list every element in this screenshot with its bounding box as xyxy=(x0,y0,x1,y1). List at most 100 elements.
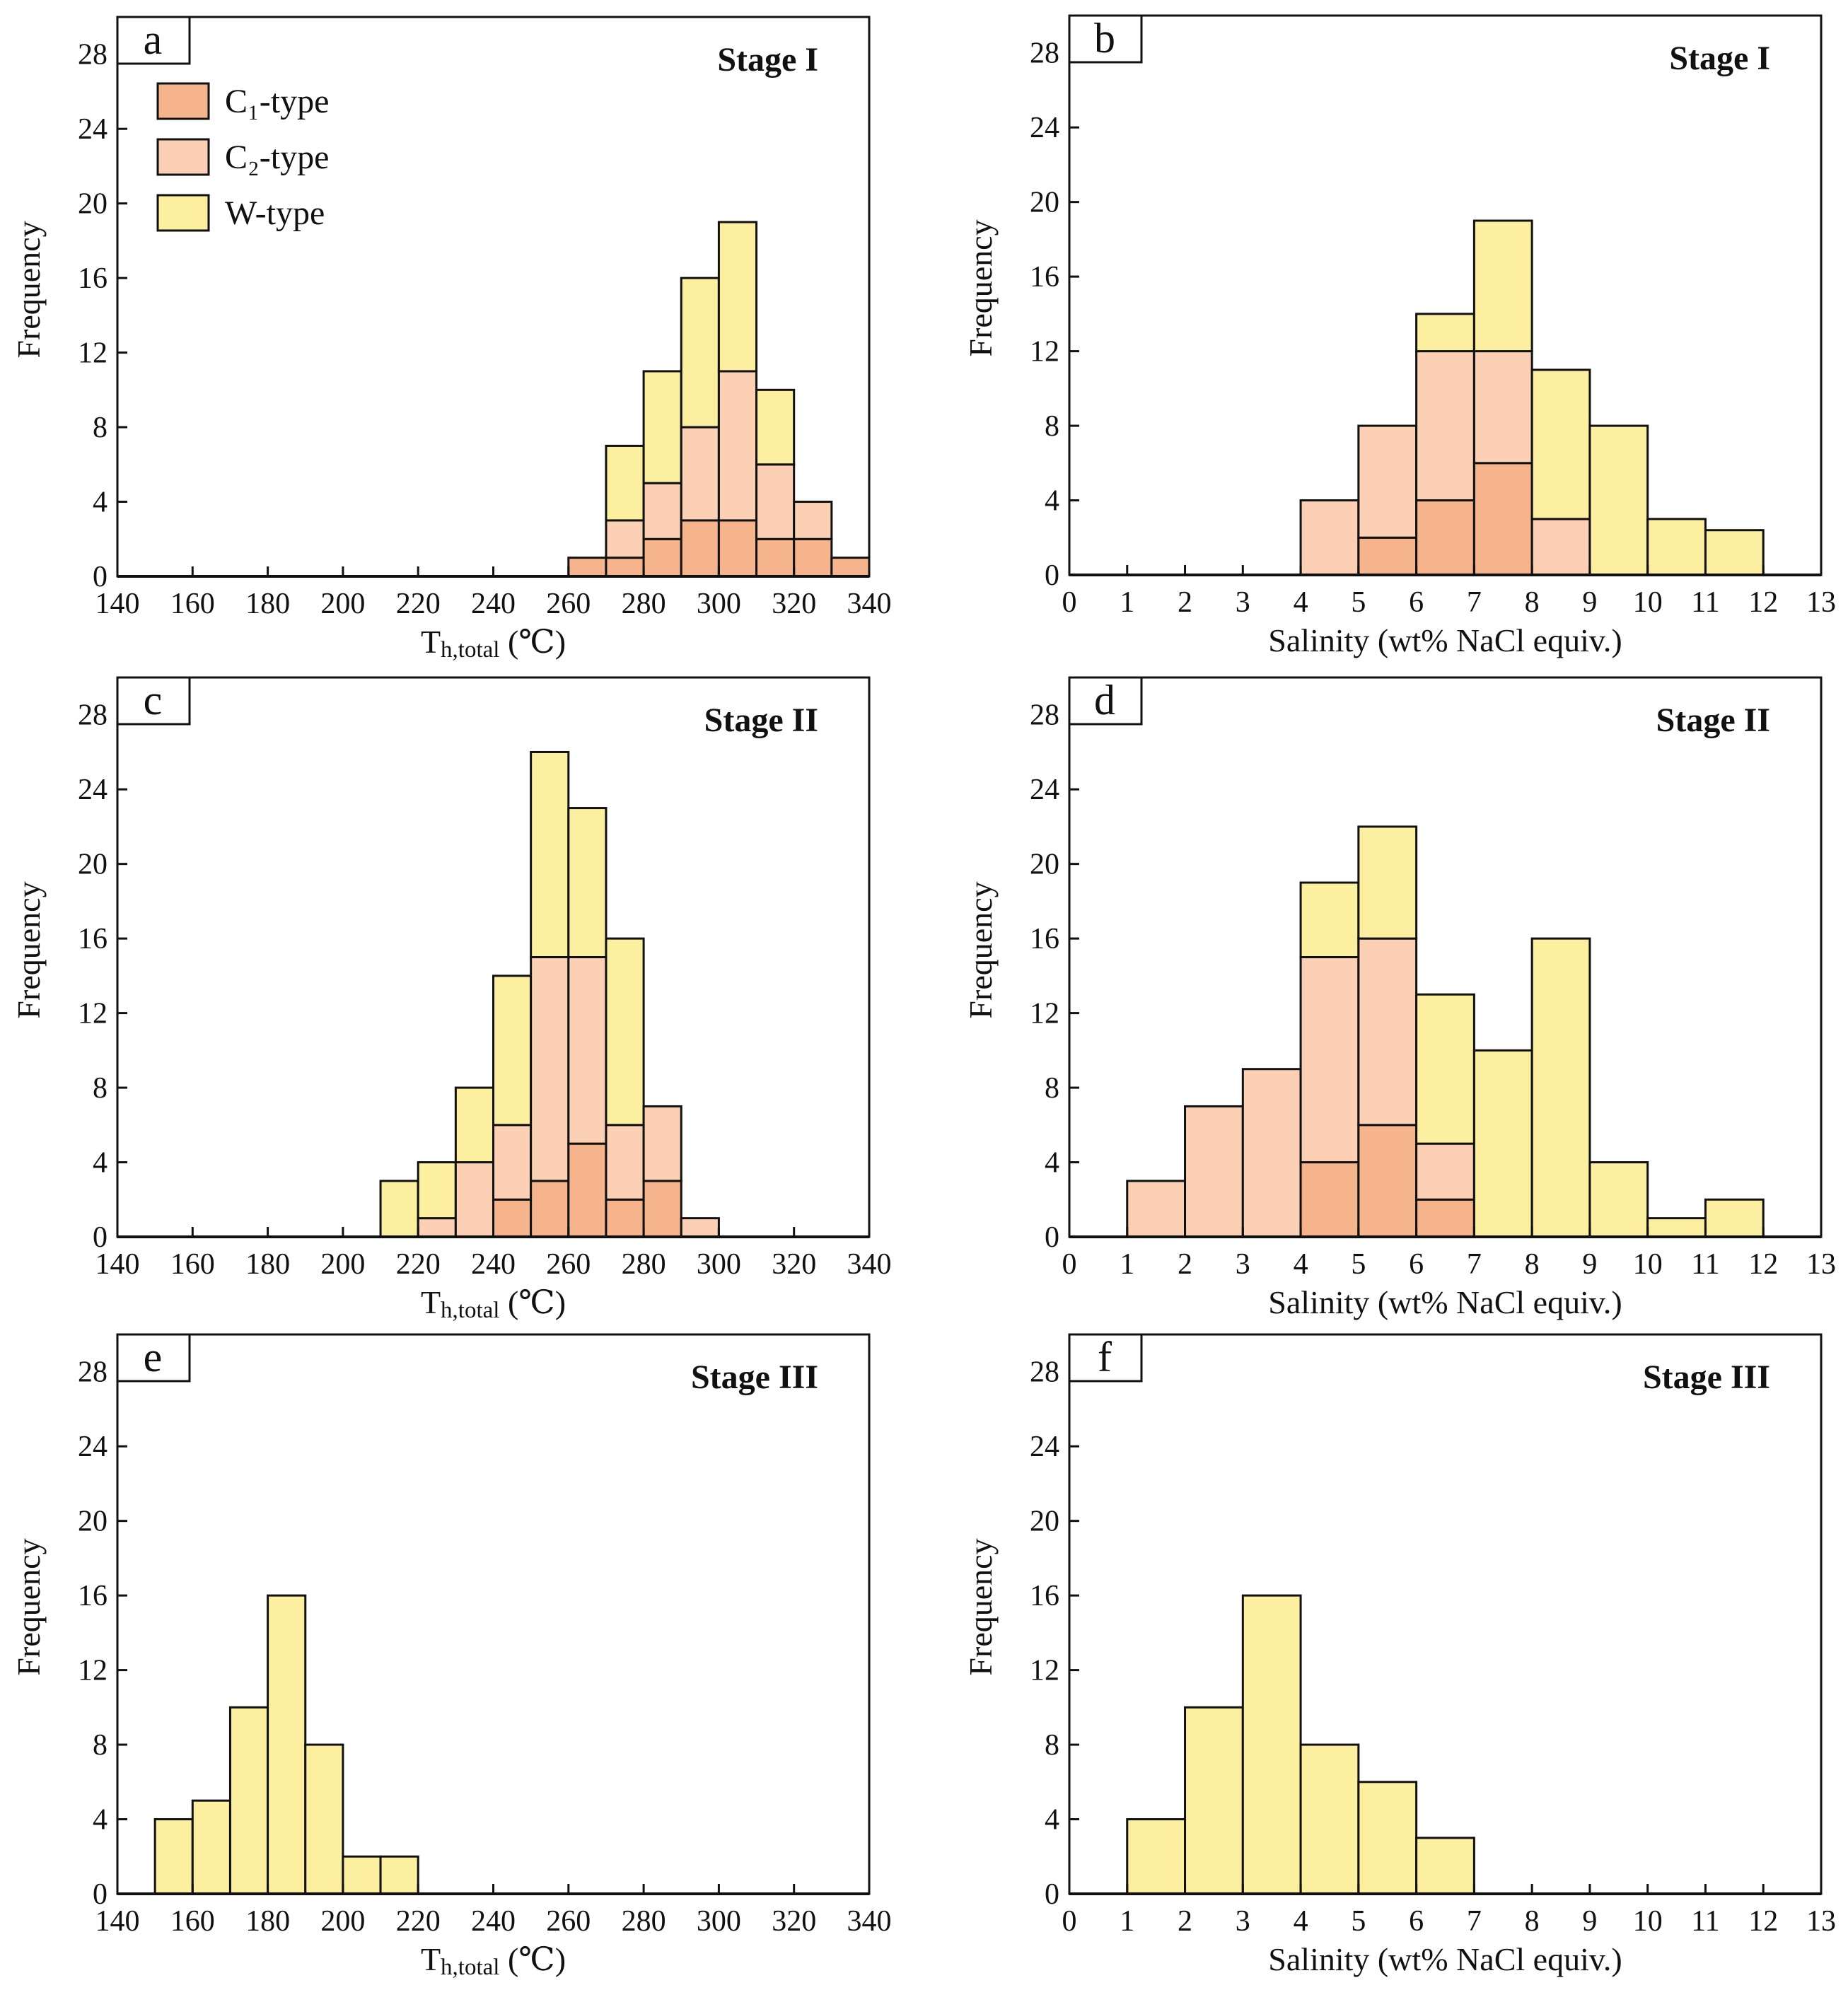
x-tick-label-d: 1 xyxy=(1120,1248,1134,1281)
bar-c-c2-220 xyxy=(417,1217,457,1238)
x-tick-label-f: 0 xyxy=(1062,1905,1077,1938)
y-tick-label-c: 4 xyxy=(93,1147,107,1180)
bar-e-w-150 xyxy=(153,1818,194,1895)
x-tick-label-d: 5 xyxy=(1351,1248,1366,1281)
x-tick-label-c: 160 xyxy=(170,1248,215,1281)
x-tick-label-f: 11 xyxy=(1691,1905,1719,1938)
y-axis-label-c: Frequency xyxy=(11,881,47,1018)
x-tick-label-a: 280 xyxy=(622,588,666,620)
bar-a-w-280 xyxy=(642,370,682,484)
y-tick-label-d: 20 xyxy=(1030,849,1059,881)
stage-title-f: Stage III xyxy=(1643,1358,1770,1396)
y-tick-label-a: 28 xyxy=(78,39,107,71)
legend-label-w: W-type xyxy=(225,194,325,232)
bar-b-w-11 xyxy=(1704,529,1765,576)
y-axis-label-d: Frequency xyxy=(963,881,999,1018)
x-tick-label-a: 300 xyxy=(697,588,741,620)
panel-a: 0 4 8 12 16 20 24 28 140 160 180 200 220 240 260 280 300… xyxy=(11,16,892,663)
x-tick-label-b: 12 xyxy=(1748,586,1778,619)
x-tick-label-a: 160 xyxy=(170,588,215,620)
x-tick-label-e: 200 xyxy=(320,1905,365,1938)
bar-c-w-210 xyxy=(379,1180,419,1238)
bar-c-w-260 xyxy=(567,807,608,958)
y-tick-label-c: 28 xyxy=(78,699,107,732)
y-axis-label-b: Frequency xyxy=(963,219,999,356)
x-tick-label-e: 220 xyxy=(396,1905,441,1938)
bar-d-c2-6 xyxy=(1415,1142,1475,1201)
bar-a-c2-290 xyxy=(680,426,720,522)
y-tick-label-d: 16 xyxy=(1030,923,1059,955)
panel-c: 0 4 8 12 16 20 24 28 140 160 180 200 220 240 260 280 300… xyxy=(11,676,892,1323)
legend-swatch-c2 xyxy=(156,138,210,176)
bar-b-w-9 xyxy=(1588,424,1649,576)
y-tick-label-a: 16 xyxy=(78,262,107,295)
x-tick-label-f: 6 xyxy=(1409,1905,1424,1938)
x-tick-label-f: 7 xyxy=(1467,1905,1482,1938)
bar-a-c1-300 xyxy=(717,519,758,578)
y-tick-label-a: 20 xyxy=(78,188,107,221)
bar-b-c2-5 xyxy=(1357,424,1418,539)
bar-d-c1-5 xyxy=(1357,1124,1418,1238)
x-tick-label-c: 260 xyxy=(546,1248,591,1281)
y-tick-label-f: 24 xyxy=(1030,1431,1059,1463)
x-tick-label-b: 11 xyxy=(1691,586,1719,619)
x-tick-label-c: 220 xyxy=(396,1248,441,1281)
y-tick-label-b: 20 xyxy=(1030,187,1059,219)
y-tick-label-f: 28 xyxy=(1030,1356,1059,1389)
bar-c-w-250 xyxy=(530,750,570,958)
bar-f-w-1 xyxy=(1126,1818,1187,1895)
bar-a-w-270 xyxy=(605,444,645,522)
plot-frame-d xyxy=(1068,676,1823,1238)
x-tick-label-f: 12 xyxy=(1748,1905,1778,1938)
bar-a-c1-260 xyxy=(567,557,608,578)
x-tick-label-a: 220 xyxy=(396,588,441,620)
bar-e-w-190 xyxy=(304,1743,344,1895)
x-tick-label-c: 300 xyxy=(697,1248,741,1281)
y-tick-label-e: 0 xyxy=(93,1878,107,1911)
bar-c-c2-260 xyxy=(567,956,608,1145)
y-tick-label-a: 24 xyxy=(78,113,107,146)
x-tick-label-b: 13 xyxy=(1806,586,1836,619)
y-tick-label-d: 8 xyxy=(1045,1072,1059,1105)
x-tick-label-a: 200 xyxy=(320,588,365,620)
bar-c-c2-240 xyxy=(492,1124,533,1201)
y-tick-label-f: 4 xyxy=(1045,1804,1059,1837)
x-tick-label-b: 7 xyxy=(1467,586,1482,619)
x-tick-label-e: 320 xyxy=(772,1905,816,1938)
panel-letter-b: b xyxy=(1094,15,1115,62)
x-axis-label-f: Salinity (wt% NaCl equiv.) xyxy=(1268,1941,1622,1977)
x-axis-label-c: Th,total (℃) xyxy=(421,1284,566,1323)
y-tick-label-d: 12 xyxy=(1030,998,1059,1030)
panel-letter-box-c xyxy=(116,676,191,726)
y-tick-label-e: 4 xyxy=(93,1804,107,1837)
y-tick-label-b: 4 xyxy=(1045,485,1059,518)
bar-c-w-270 xyxy=(605,937,645,1127)
x-tick-label-f: 10 xyxy=(1633,1905,1663,1938)
y-tick-label-f: 20 xyxy=(1030,1506,1059,1538)
x-tick-label-b: 6 xyxy=(1409,586,1424,619)
plot-frame-b xyxy=(1068,14,1823,576)
x-tick-label-f: 9 xyxy=(1582,1905,1597,1938)
bar-a-c1-310 xyxy=(755,537,796,578)
y-tick-label-d: 28 xyxy=(1030,699,1059,732)
x-axis-label-a: Th,total (℃) xyxy=(421,624,566,663)
y-tick-label-c: 0 xyxy=(93,1221,107,1254)
y-tick-label-c: 8 xyxy=(93,1072,107,1105)
bar-d-w-6 xyxy=(1415,993,1475,1145)
x-tick-label-b: 4 xyxy=(1294,586,1308,619)
bar-c-c1-240 xyxy=(492,1198,533,1238)
y-tick-label-b: 16 xyxy=(1030,261,1059,293)
x-tick-label-b: 10 xyxy=(1633,586,1663,619)
y-tick-label-f: 12 xyxy=(1030,1655,1059,1687)
x-tick-label-a: 180 xyxy=(245,588,290,620)
bar-c-w-240 xyxy=(492,974,533,1127)
bar-f-w-6 xyxy=(1415,1837,1475,1895)
x-tick-label-a: 320 xyxy=(772,588,816,620)
bar-a-c2-300 xyxy=(717,370,758,522)
bar-b-c1-5 xyxy=(1357,536,1418,576)
x-tick-label-b: 8 xyxy=(1525,586,1540,619)
x-tick-label-a: 340 xyxy=(847,588,892,620)
